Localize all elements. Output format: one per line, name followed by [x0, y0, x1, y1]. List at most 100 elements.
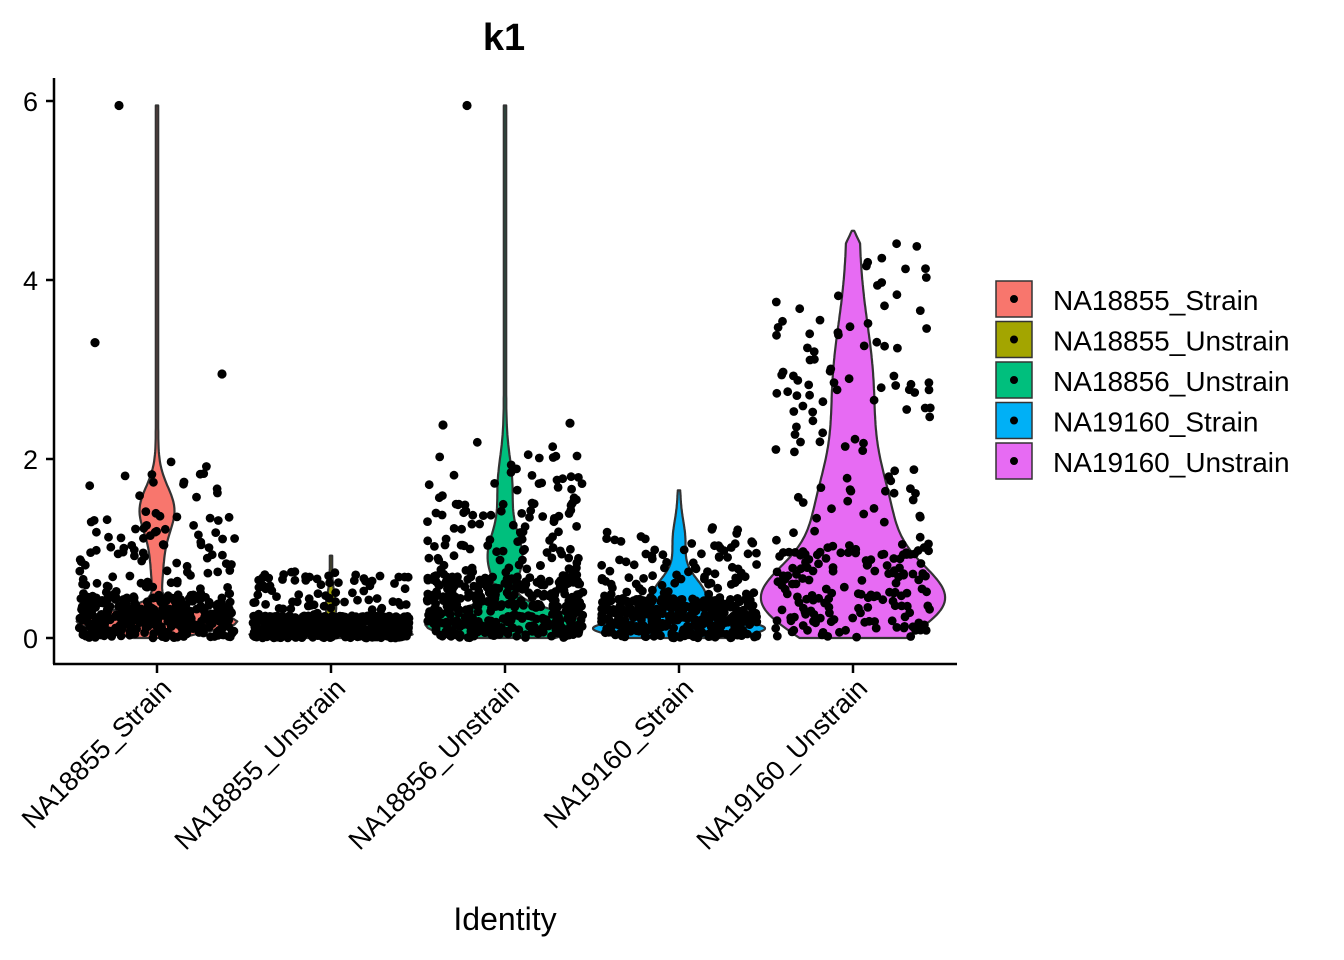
data-point: [375, 571, 385, 581]
y-tick-label: 6: [23, 87, 38, 117]
data-point: [688, 558, 698, 568]
data-point: [879, 517, 889, 527]
data-point: [442, 628, 452, 638]
data-point: [860, 617, 870, 627]
data-point: [829, 615, 839, 624]
data-point: [772, 388, 782, 398]
data-point: [156, 593, 166, 602]
data-point: [512, 485, 522, 495]
data-point: [901, 548, 911, 558]
data-point: [829, 378, 839, 387]
legend-label-4: NA19160_Unstrain: [1053, 447, 1290, 478]
data-point: [101, 587, 111, 597]
data-point: [890, 466, 900, 476]
data-point: [324, 593, 334, 603]
data-point: [423, 517, 432, 526]
data-point: [569, 578, 578, 587]
x-axis-ticks: NA18855_StrainNA18855_UnstrainNA18856_Un…: [16, 664, 873, 856]
data-point: [608, 583, 617, 593]
data-point: [103, 613, 113, 623]
data-point: [647, 551, 657, 561]
data-point: [622, 587, 632, 597]
data-point: [142, 582, 152, 592]
data-point: [179, 479, 188, 489]
data-point: [472, 437, 482, 447]
legend-key-3: [995, 401, 1033, 440]
data-point: [83, 631, 93, 641]
data-point: [438, 618, 448, 628]
data-point: [85, 481, 95, 491]
data-point: [140, 552, 150, 561]
data-point: [545, 536, 554, 545]
data-point: [570, 621, 580, 631]
data-point: [459, 508, 469, 518]
data-point: [602, 603, 612, 613]
data-point: [437, 510, 447, 520]
data-point: [685, 622, 694, 632]
data-point: [909, 465, 919, 474]
data-point: [286, 604, 296, 614]
data-point: [730, 601, 740, 611]
data-point: [618, 594, 628, 603]
data-point: [854, 603, 863, 613]
outlier-point: [90, 338, 100, 348]
data-point: [555, 582, 565, 592]
data-point: [365, 618, 375, 627]
data-point: [521, 630, 530, 639]
data-point: [312, 574, 322, 584]
data-point: [92, 527, 101, 537]
data-point: [839, 582, 849, 592]
data-point: [740, 628, 750, 638]
data-point: [809, 610, 819, 619]
data-point: [667, 615, 677, 625]
data-point: [536, 561, 545, 570]
data-point: [553, 602, 563, 612]
data-point: [615, 555, 624, 565]
data-point: [809, 347, 819, 356]
data-point: [652, 613, 661, 623]
legend: NA18855_Strain NA18855_Unstrain NA18856_Un…: [995, 280, 1290, 480]
data-point: [857, 576, 867, 585]
data-point: [650, 630, 660, 639]
data-point: [629, 611, 639, 621]
data-point: [648, 594, 658, 604]
data-point: [213, 516, 223, 525]
data-point: [157, 608, 167, 617]
legend-key-dot: [1010, 335, 1018, 344]
data-point: [435, 452, 445, 462]
data-point: [572, 451, 582, 461]
data-point: [551, 451, 561, 461]
data-point: [132, 624, 142, 634]
data-point: [463, 575, 473, 584]
data-point: [485, 535, 495, 545]
data-point: [889, 488, 899, 498]
data-point: [509, 574, 519, 584]
data-point: [845, 322, 855, 332]
data-point: [441, 534, 451, 544]
data-point: [381, 625, 391, 634]
data-point: [697, 616, 706, 625]
data-point: [812, 513, 821, 523]
data-point: [158, 631, 168, 641]
data-point: [771, 445, 781, 454]
data-point: [572, 522, 581, 531]
data-point: [778, 316, 787, 326]
plot-area: [74, 100, 947, 643]
data-point: [288, 597, 297, 607]
data-point: [704, 589, 714, 599]
data-point: [637, 608, 647, 618]
data-point: [265, 612, 275, 621]
data-point: [514, 560, 524, 570]
data-point: [805, 329, 815, 339]
data-point: [884, 569, 894, 578]
data-point: [843, 496, 853, 506]
data-point: [792, 422, 801, 432]
data-point: [149, 477, 158, 487]
data-point: [129, 592, 139, 602]
data-point: [810, 526, 819, 536]
data-point: [574, 629, 583, 638]
data-point: [808, 595, 818, 605]
data-point: [730, 539, 740, 549]
data-point: [640, 632, 650, 641]
